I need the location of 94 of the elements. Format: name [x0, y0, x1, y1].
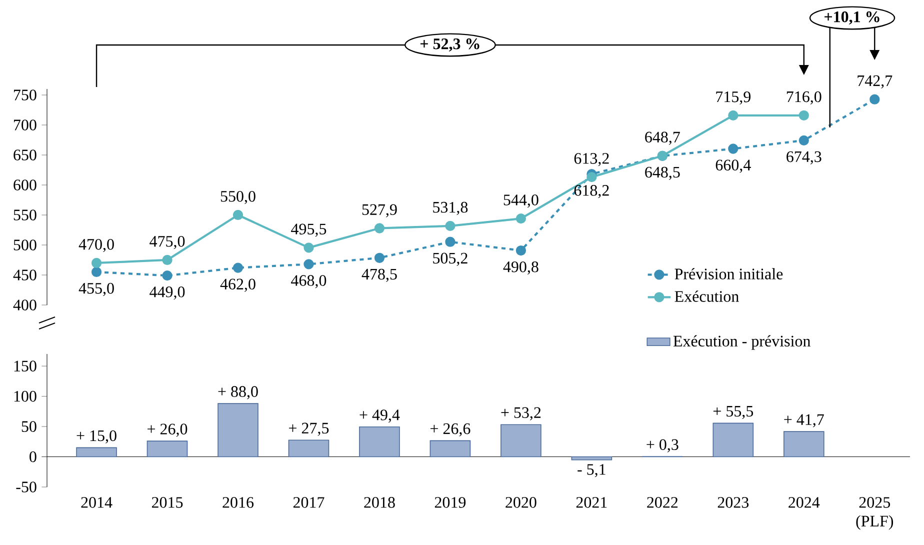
data-label: + 26,0 — [148, 424, 188, 437]
bar — [359, 426, 400, 458]
legend-label: Exécution — [674, 290, 739, 302]
x-tick-label: 2015 — [152, 497, 183, 508]
x-tick-label: 2019 — [434, 497, 466, 508]
legend-label: Prévision initiale — [674, 268, 783, 280]
legend-label: Exécution - prévision — [673, 335, 810, 350]
data-label: 550,0 — [220, 190, 256, 204]
point — [445, 236, 456, 247]
data-label: 468,0 — [291, 275, 326, 288]
text: + 52,3 % — [420, 38, 480, 52]
point — [374, 223, 385, 234]
point — [304, 259, 314, 270]
bar — [712, 422, 754, 458]
y-tick-label: 150 — [14, 360, 36, 372]
data-label: 475,0 — [150, 236, 185, 250]
data-label: 544,0 — [504, 194, 538, 208]
bar — [783, 431, 824, 458]
bar — [146, 440, 188, 458]
data-label: + 53,2 — [501, 407, 541, 420]
y-tick-label: 100 — [14, 390, 36, 402]
data-label: 648,7 — [645, 132, 680, 145]
data-label: 505,2 — [433, 252, 468, 266]
data-label: 462,0 — [220, 278, 256, 292]
data-label: 527,9 — [362, 204, 397, 218]
data-label: + 41,7 — [784, 414, 824, 428]
data-label: + 26,6 — [430, 423, 470, 436]
y-tick-label: 550 — [14, 210, 36, 220]
y-tick-label: 400 — [13, 300, 36, 310]
bar — [288, 440, 330, 458]
x-tick-label: 2020 — [506, 497, 536, 508]
point — [91, 258, 102, 268]
data-label: + 55,5 — [713, 406, 754, 419]
x-tick-label: 2023 — [718, 497, 749, 508]
x-tick-label: 2014 — [81, 497, 112, 508]
data-label: 618,2 — [574, 185, 609, 198]
data-label: + 15,0 — [76, 430, 116, 444]
x-tick-label: 2018 — [364, 497, 395, 508]
point — [516, 214, 526, 224]
data-label: 660,4 — [716, 160, 751, 173]
data-label: + 0,3 — [646, 439, 678, 452]
point — [798, 135, 809, 146]
point — [162, 254, 172, 266]
data-label: 531,8 — [433, 202, 468, 215]
y-tick-label: 500 — [14, 240, 36, 250]
data-label: 715,9 — [716, 91, 750, 105]
y-tick-label: 600 — [14, 180, 36, 190]
x-tick-label: 2025 (PLF) — [856, 497, 894, 530]
data-label: - 5,1 — [578, 464, 606, 478]
data-label: + 49,4 — [360, 410, 400, 423]
data-label: 449,0 — [150, 286, 185, 300]
data-label: 742,7 — [858, 75, 892, 88]
y-tick-label: -50 — [16, 482, 36, 492]
bar — [571, 456, 612, 460]
bar — [430, 440, 471, 458]
point — [162, 270, 172, 281]
data-label: 716,0 — [786, 91, 822, 104]
point — [232, 262, 244, 273]
data-label: 470,0 — [78, 238, 114, 252]
point — [304, 242, 314, 253]
point — [586, 172, 597, 182]
y-tick-label: 700 — [14, 120, 36, 130]
data-label: + 88,0 — [218, 386, 258, 400]
x-tick-label: 2022 — [647, 497, 678, 508]
bar — [76, 447, 117, 458]
data-label: 648,5 — [645, 166, 680, 180]
y-tick-label: 50 — [22, 421, 36, 432]
point — [870, 94, 880, 104]
text: +10,1 % — [824, 11, 880, 25]
bar — [500, 424, 542, 458]
y-tick-label: 650 — [14, 150, 36, 160]
data-label: 495,5 — [291, 224, 326, 237]
point — [728, 144, 738, 154]
x-tick-label: 2016 — [222, 497, 254, 508]
y-tick-label: 0 — [30, 451, 36, 462]
point — [445, 220, 456, 231]
bar — [218, 403, 258, 458]
data-label: 478,5 — [362, 268, 397, 282]
data-label: 674,3 — [786, 151, 822, 164]
x-tick-label: 2024 — [788, 497, 820, 508]
point — [516, 245, 526, 256]
point — [798, 110, 809, 120]
data-label: 490,8 — [503, 261, 538, 275]
point — [91, 266, 102, 278]
point — [374, 252, 385, 263]
point — [232, 210, 244, 220]
x-tick-label: 2021 — [576, 497, 607, 508]
data-label: 613,2 — [574, 153, 609, 166]
data-label: 455,0 — [78, 282, 114, 296]
data-label: + 27,5 — [289, 422, 329, 436]
x-tick-label: 2017 — [293, 497, 324, 508]
y-tick-label: 450 — [13, 270, 36, 280]
point — [728, 110, 738, 121]
y-tick-label: 750 — [14, 90, 36, 100]
